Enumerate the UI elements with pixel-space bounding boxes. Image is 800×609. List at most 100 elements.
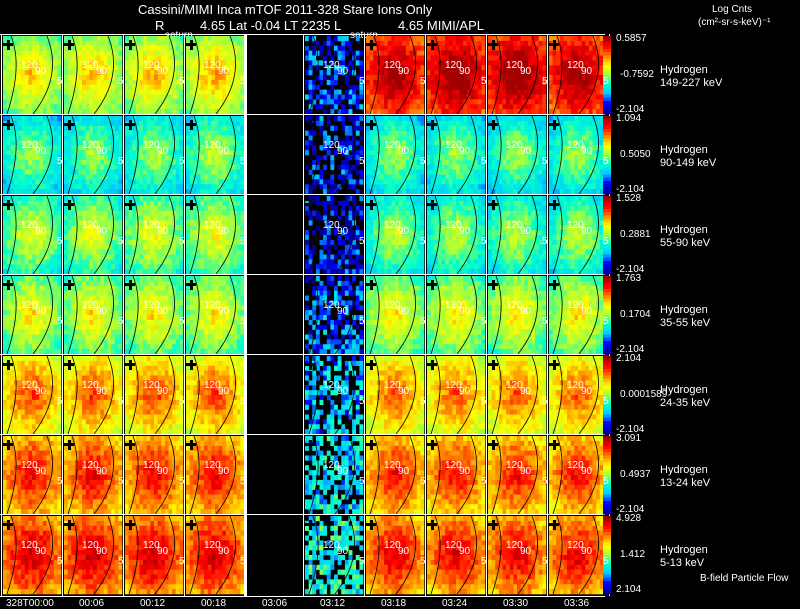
pixel: [478, 109, 482, 114]
pixel: [456, 170, 460, 175]
pixel: [7, 51, 11, 56]
pixel: [219, 165, 223, 170]
pixel: [589, 109, 593, 114]
pixel: [136, 109, 140, 114]
pixel: [320, 95, 324, 100]
pixel: [140, 116, 144, 121]
pixel: [320, 104, 324, 109]
pixel: [381, 155, 385, 160]
pixel: [488, 104, 492, 109]
pixel: [452, 46, 456, 51]
pixel: [556, 155, 560, 160]
pixel: [420, 95, 424, 100]
pixel: [391, 99, 395, 104]
pixel: [384, 99, 388, 104]
pixel: [542, 145, 546, 150]
pixel: [10, 60, 14, 65]
pixel: [589, 46, 593, 51]
pixel: [230, 140, 234, 145]
pixel: [115, 56, 119, 61]
pixel: [449, 160, 453, 165]
pixel: [89, 269, 93, 274]
pixel: [36, 175, 40, 180]
pixel: [111, 165, 115, 170]
pixel: [478, 41, 482, 46]
pixel: [197, 116, 201, 121]
pixel: [25, 36, 29, 41]
pixel: [528, 126, 532, 131]
pixel: [582, 99, 586, 104]
pixel: [532, 140, 536, 145]
pixel: [54, 116, 58, 121]
pixel: [230, 56, 234, 61]
pixel: [467, 104, 471, 109]
pixel: [513, 90, 517, 95]
pixel: [442, 41, 446, 46]
pixel: [71, 145, 75, 150]
pixel: [50, 264, 54, 269]
pixel: [410, 184, 414, 189]
pixel: [108, 179, 112, 184]
pixel: [452, 126, 456, 131]
pixel: [226, 189, 230, 194]
pixel: [312, 131, 316, 136]
pixel: [64, 95, 68, 100]
pixel: [82, 75, 86, 80]
pixel: [312, 80, 316, 85]
pixel: [495, 65, 499, 70]
pixel: [330, 155, 334, 160]
pixel: [28, 206, 32, 211]
pixel: [373, 160, 377, 165]
pixel: [506, 46, 510, 51]
pixel: [201, 116, 205, 121]
pixel: [32, 41, 36, 46]
pixel: [3, 170, 7, 175]
pixel: [571, 165, 575, 170]
pixel: [384, 36, 388, 41]
pixel: [503, 131, 507, 136]
pixel: [564, 131, 568, 136]
pixel: [211, 126, 215, 131]
pixel: [305, 116, 309, 121]
pixel: [463, 95, 467, 100]
pixel: [460, 126, 464, 131]
pixel: [549, 150, 553, 155]
pixel: [176, 56, 180, 61]
pixel: [125, 60, 129, 65]
pixel: [32, 99, 36, 104]
pixel: [399, 121, 403, 126]
pixel: [150, 116, 154, 121]
pixel: [125, 189, 129, 194]
pixel: [143, 95, 147, 100]
pixel: [215, 189, 219, 194]
pixel: [64, 165, 68, 170]
pixel: [434, 65, 438, 70]
pixel: [190, 80, 194, 85]
pixel: [43, 179, 47, 184]
pixel: [204, 165, 208, 170]
pixel: [377, 116, 381, 121]
pixel: [100, 51, 104, 56]
pixel: [553, 136, 557, 141]
pixel: [39, 80, 43, 85]
pixel: [574, 170, 578, 175]
pixel: [391, 85, 395, 90]
pixel: [481, 126, 485, 131]
frame-cross: [305, 43, 315, 46]
pixel: [427, 46, 431, 51]
pixel: [488, 56, 492, 61]
pixel: [535, 90, 539, 95]
pixel: [100, 201, 104, 206]
pixel: [582, 170, 586, 175]
pixel: [111, 269, 115, 274]
pixel: [434, 155, 438, 160]
pixel: [373, 46, 377, 51]
pixel: [64, 131, 68, 136]
pixel: [402, 160, 406, 165]
pixel: [327, 95, 331, 100]
pixel: [150, 184, 154, 189]
pixel: [100, 126, 104, 131]
pixel: [410, 51, 414, 56]
pixel: [86, 131, 90, 136]
pixel: [532, 60, 536, 65]
